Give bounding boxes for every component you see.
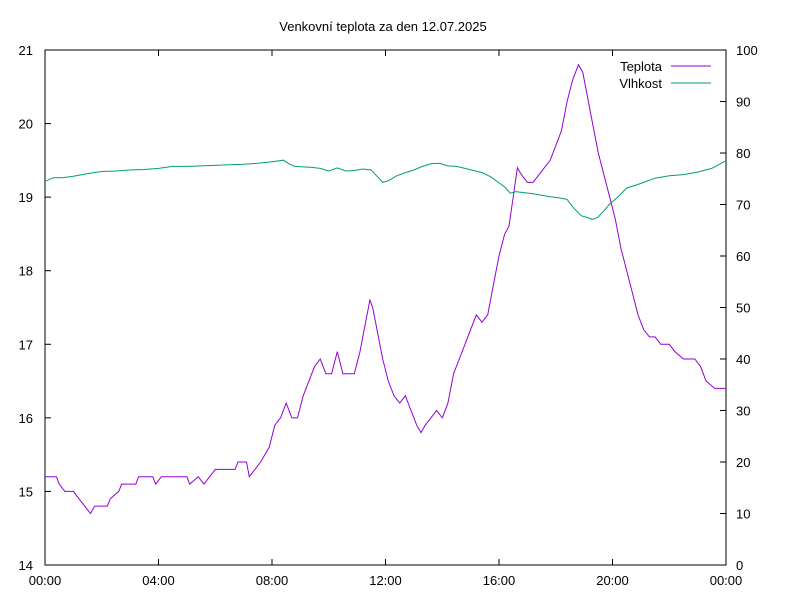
y-axis-right: 0 10 20 30 40 50 60 70 80 90 100 bbox=[720, 43, 758, 573]
x-tick-label: 16:00 bbox=[483, 573, 516, 588]
y-right-tick-label: 50 bbox=[736, 301, 750, 316]
y-left-tick-label: 18 bbox=[19, 264, 33, 279]
y-left-tick-label: 19 bbox=[19, 190, 33, 205]
y-right-tick-label: 30 bbox=[736, 404, 750, 419]
x-axis: 00:00 04:00 08:00 12:00 16:00 20:00 00:00 bbox=[29, 50, 743, 588]
y-right-tick-label: 80 bbox=[736, 146, 750, 161]
chart-title: Venkovní teplota za den 12.07.2025 bbox=[279, 19, 486, 34]
x-tick-label: 12:00 bbox=[369, 573, 402, 588]
y-left-tick-label: 16 bbox=[19, 411, 33, 426]
y-left-tick-label: 15 bbox=[19, 484, 33, 499]
y-right-tick-label: 60 bbox=[736, 249, 750, 264]
y-axis-left: 14 15 16 17 18 19 20 21 bbox=[19, 43, 51, 573]
y-left-tick-label: 20 bbox=[19, 117, 33, 132]
legend-label-vlhkost: Vlhkost bbox=[619, 76, 662, 91]
x-tick-label: 20:00 bbox=[596, 573, 629, 588]
y-right-tick-label: 40 bbox=[736, 352, 750, 367]
x-tick-label: 04:00 bbox=[142, 573, 175, 588]
y-right-tick-label: 70 bbox=[736, 198, 750, 213]
plot-frame bbox=[44, 49, 727, 566]
y-right-tick-label: 0 bbox=[736, 558, 743, 573]
legend: Teplota Vlhkost bbox=[619, 59, 711, 91]
x-tick-label: 00:00 bbox=[710, 573, 743, 588]
y-right-tick-label: 90 bbox=[736, 95, 750, 110]
y-right-tick-label: 10 bbox=[736, 507, 750, 522]
y-right-tick-label: 100 bbox=[736, 43, 758, 58]
y-left-tick-label: 17 bbox=[19, 337, 33, 352]
x-tick-label: 00:00 bbox=[29, 573, 62, 588]
legend-label-teplota: Teplota bbox=[620, 59, 663, 74]
y-right-tick-label: 20 bbox=[736, 455, 750, 470]
series-layer bbox=[44, 63, 727, 515]
y-left-tick-label: 21 bbox=[19, 43, 33, 58]
series-line-vlhkost bbox=[44, 159, 727, 220]
series-line-teplota bbox=[45, 63, 726, 515]
x-tick-label: 08:00 bbox=[256, 573, 289, 588]
y-left-tick-label: 14 bbox=[19, 558, 33, 573]
